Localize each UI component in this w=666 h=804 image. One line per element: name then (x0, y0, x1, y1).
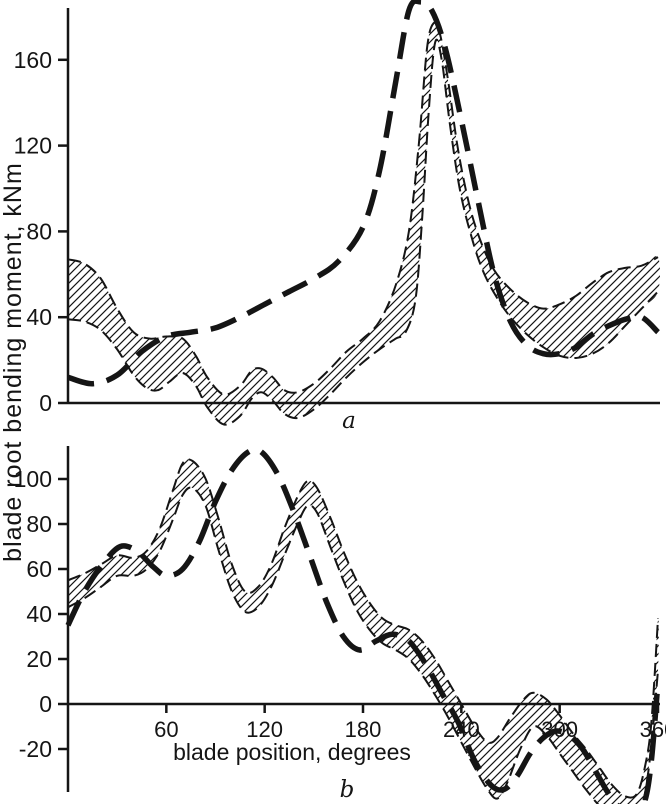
hatched-band-upper-edge (67, 21, 659, 396)
x-axis-title: blade position, degrees (173, 739, 411, 765)
heavy-dashed-curve (65, 446, 661, 804)
y-tick-label: 100 (14, 466, 52, 492)
y-tick-label: 80 (26, 218, 52, 244)
y-axis-title: blade root bending moment, kNm (0, 162, 27, 562)
hatched-band-fill (68, 459, 659, 804)
y-tick-label: 40 (26, 304, 52, 330)
hatched-band-lower-edge (67, 38, 659, 426)
x-tick-label: 240 (443, 717, 480, 742)
y-tick-label: 80 (26, 511, 52, 537)
panel-label-a: a (342, 408, 356, 434)
y-tick-label: 60 (26, 556, 52, 582)
y-tick-label: 20 (26, 646, 52, 672)
x-tick-label: 60 (154, 717, 178, 742)
panel-a: 0 40 80 120 160 a (14, 0, 661, 434)
hatched-band-lower-edge (67, 486, 659, 804)
x-tick-label: 300 (541, 717, 578, 742)
y-tick-label: 0 (39, 390, 52, 416)
x-tick-label: 120 (246, 717, 283, 742)
hatched-band-fill (68, 22, 661, 425)
y-tick-label: 120 (14, 133, 52, 159)
y-tick-label: -20 (19, 736, 52, 762)
y-tick-label: 40 (26, 601, 52, 627)
x-tick-label: 180 (345, 717, 382, 742)
panel-label-b: b (340, 777, 355, 803)
x-tick-label: 360 (640, 717, 666, 742)
y-tick-label: 0 (39, 691, 52, 717)
heavy-dashed-curve (67, 0, 660, 387)
y-tick-label: 160 (14, 47, 52, 73)
panel-b: -20 0 20 40 60 80 100 60 120 180 240 300 360 blade po… (14, 446, 666, 804)
